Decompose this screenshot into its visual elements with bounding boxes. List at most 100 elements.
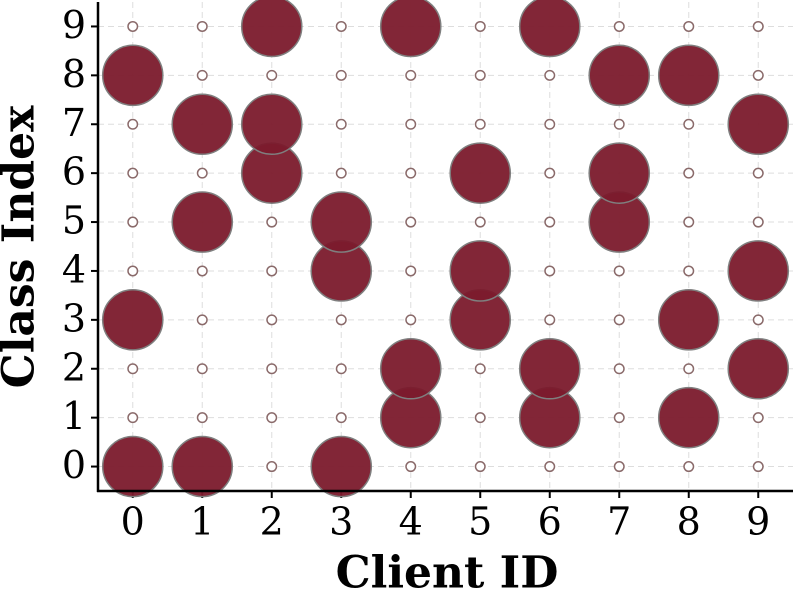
bubble xyxy=(266,216,278,228)
bubble xyxy=(196,265,208,277)
bubble xyxy=(449,240,512,302)
bubble xyxy=(657,289,720,351)
bubble xyxy=(379,0,442,58)
bubble xyxy=(518,337,581,400)
bubble xyxy=(335,69,347,81)
bubble xyxy=(544,118,556,130)
bubble xyxy=(752,69,764,81)
x-tick-label: 7 xyxy=(607,500,631,544)
bubble xyxy=(196,69,208,81)
bubble xyxy=(544,314,556,326)
bubble xyxy=(127,216,139,228)
bubble xyxy=(196,412,208,424)
bubble xyxy=(405,265,417,277)
x-tick-label: 1 xyxy=(190,500,214,544)
bubble xyxy=(613,412,625,424)
bubble xyxy=(474,20,486,32)
bubble xyxy=(588,44,651,107)
bubble xyxy=(266,265,278,277)
bubble xyxy=(196,20,208,32)
bubble xyxy=(727,337,790,400)
bubble xyxy=(127,412,139,424)
y-tick-label: 2 xyxy=(62,345,86,389)
bubble xyxy=(588,142,651,204)
bubble xyxy=(544,216,556,228)
bubble xyxy=(379,337,442,400)
bubble xyxy=(613,461,625,473)
bubble xyxy=(405,314,417,326)
bubble xyxy=(657,386,720,449)
x-tick-label: 9 xyxy=(746,500,770,544)
bubble xyxy=(335,118,347,130)
x-tick-label: 2 xyxy=(260,500,284,544)
bubble xyxy=(752,412,764,424)
bubble xyxy=(518,0,581,58)
bubble xyxy=(474,118,486,130)
bubble xyxy=(266,412,278,424)
bubble xyxy=(405,461,417,473)
bubble xyxy=(335,363,347,375)
bubble xyxy=(101,289,164,351)
bubble xyxy=(544,69,556,81)
bubble xyxy=(544,265,556,277)
bubble xyxy=(266,461,278,473)
bubble xyxy=(310,191,373,253)
y-tick-label: 7 xyxy=(62,101,86,145)
bubble xyxy=(613,314,625,326)
bubble xyxy=(171,435,234,498)
bubble xyxy=(752,314,764,326)
bubble xyxy=(683,265,695,277)
bubble xyxy=(405,69,417,81)
bubble xyxy=(101,435,164,498)
x-tick-label: 6 xyxy=(538,500,562,544)
bubble xyxy=(127,167,139,179)
y-tick-label: 8 xyxy=(62,52,86,96)
bubble xyxy=(196,314,208,326)
x-tick-label: 3 xyxy=(329,500,353,544)
bubble xyxy=(613,118,625,130)
bubble xyxy=(474,69,486,81)
bubble xyxy=(127,265,139,277)
x-axis-label: Client ID xyxy=(336,548,559,599)
bubble xyxy=(405,167,417,179)
bubble xyxy=(613,363,625,375)
y-tick-label: 4 xyxy=(62,247,86,291)
x-tick-label: 8 xyxy=(677,500,701,544)
bubble xyxy=(752,461,764,473)
bubble xyxy=(335,412,347,424)
bubble xyxy=(544,167,556,179)
bubble xyxy=(240,0,303,58)
bubble xyxy=(335,167,347,179)
y-tick-label: 0 xyxy=(62,443,86,487)
bubble xyxy=(266,363,278,375)
bubble xyxy=(683,167,695,179)
y-axis-label: Class Index xyxy=(0,105,45,388)
bubble xyxy=(196,167,208,179)
bubble xyxy=(196,363,208,375)
bubble xyxy=(127,363,139,375)
bubble xyxy=(266,69,278,81)
bubble xyxy=(727,240,790,302)
bubble xyxy=(683,216,695,228)
bubble xyxy=(683,118,695,130)
bubble xyxy=(683,20,695,32)
bubble xyxy=(613,20,625,32)
bubble xyxy=(310,435,373,498)
y-tick-label: 6 xyxy=(62,150,86,194)
bubble xyxy=(266,314,278,326)
bubble xyxy=(101,44,164,107)
bubble xyxy=(171,93,234,156)
y-tick-label: 1 xyxy=(62,394,86,438)
bubble xyxy=(683,461,695,473)
bubble xyxy=(544,461,556,473)
bubble xyxy=(405,216,417,228)
bubble xyxy=(335,20,347,32)
y-tick-label: 3 xyxy=(62,296,86,340)
y-tick-label: 9 xyxy=(62,3,86,47)
x-tick-label: 4 xyxy=(399,500,423,544)
bubble xyxy=(171,191,234,253)
bubble xyxy=(474,363,486,375)
bubble xyxy=(657,44,720,107)
bubble xyxy=(613,265,625,277)
